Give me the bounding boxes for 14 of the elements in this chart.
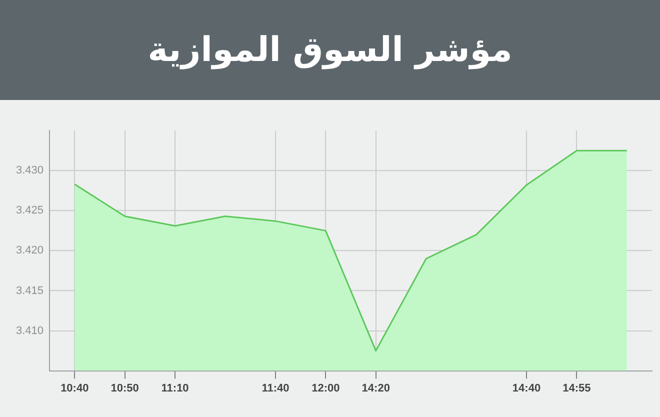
y-tick-label: 3.415 [16, 284, 44, 297]
chart-title: مؤشر السوق الموازية [148, 30, 512, 70]
x-tick-label: 11:40 [262, 382, 290, 394]
x-tick-label: 14:40 [512, 382, 541, 394]
y-tick-label: 3.410 [16, 324, 44, 337]
x-tick-label: 10:50 [110, 382, 139, 394]
x-tick-label: 10:40 [60, 382, 89, 394]
y-tick-label: 3.425 [16, 204, 44, 217]
x-tick-label: 11:10 [161, 382, 189, 394]
x-tick-label: 12:00 [312, 382, 340, 394]
x-tick-label: 14:20 [362, 382, 390, 394]
y-tick-label: 3.420 [16, 244, 44, 257]
y-tick-label: 3.430 [16, 164, 44, 177]
x-tick-label: 14:55 [562, 382, 591, 394]
